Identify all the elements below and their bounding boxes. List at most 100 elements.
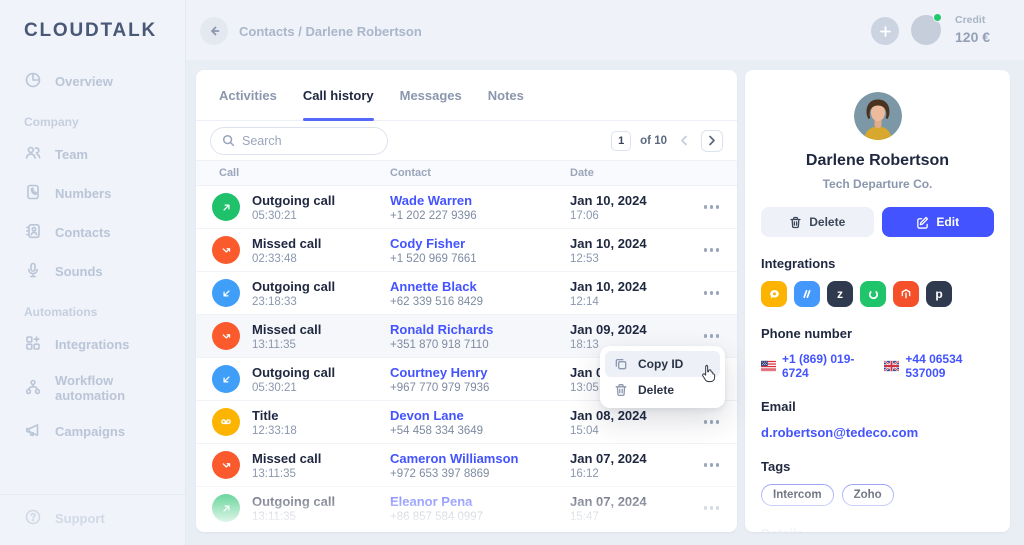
integration-icons: z p (761, 281, 994, 307)
edit-contact-button[interactable]: Edit (881, 207, 994, 237)
call-date: Jan 10, 2024 (570, 192, 647, 208)
green-circle-integration-icon[interactable] (860, 281, 886, 307)
context-menu-copy-id[interactable]: Copy ID (605, 351, 720, 377)
call-duration: 02:33:48 (252, 253, 297, 266)
call-time: 12:53 (570, 253, 599, 266)
next-page-button[interactable] (701, 129, 723, 152)
contact-company: Tech Departure Co. (822, 177, 933, 191)
call-date: Jan 09, 2024 (570, 321, 647, 337)
table-toolbar: 1 of 10 (196, 121, 737, 160)
contact-name-link[interactable]: Cody Fisher (390, 235, 466, 251)
contact-name-link[interactable]: Annette Black (390, 278, 477, 294)
contact-name-link[interactable]: Eleanor Pena (390, 493, 473, 509)
call-duration: 05:30:21 (252, 382, 297, 395)
sidebar-item-team[interactable]: Team (0, 135, 185, 174)
copy-icon (615, 358, 627, 370)
call-type: Missed call (252, 450, 322, 466)
row-actions-button[interactable] (700, 420, 737, 424)
sidebar-item-support[interactable]: Support (24, 508, 161, 529)
delete-contact-button[interactable]: Delete (761, 207, 874, 237)
tag-zoho[interactable]: Zoho (841, 484, 894, 506)
megaphone-icon (24, 421, 42, 442)
page-number-box[interactable]: 1 (611, 130, 632, 151)
integrations-title: Integrations (761, 256, 836, 271)
sidebar-item-integrations[interactable]: Integrations (0, 325, 185, 364)
row-actions-button[interactable] (700, 291, 737, 295)
sidebar-item-workflow-automation[interactable]: Workflow automation (0, 364, 185, 412)
column-header-date: Date (570, 167, 594, 179)
add-button[interactable] (871, 17, 899, 45)
front-integration-icon[interactable] (794, 281, 820, 307)
pie-chart-icon (24, 71, 42, 92)
contact-name-link[interactable]: Wade Warren (390, 192, 473, 208)
phone-number-title: Phone number (761, 326, 853, 341)
call-time: 16:12 (570, 468, 599, 481)
table-row[interactable]: Outgoing call 23:18:33 Annette Black +62 3… (196, 272, 737, 315)
tab-bar: Activities Call history Messages Notes (196, 70, 737, 121)
call-time: 13:05 (570, 382, 599, 395)
call-duration: 23:18:33 (252, 296, 297, 309)
sidebar-nav: Overview Company Team Numbers Contacts S… (0, 56, 185, 451)
tag-intercom[interactable]: Intercom (761, 484, 834, 506)
phone-number-uk[interactable]: +44 06534 537009 (884, 352, 994, 380)
search-box[interactable] (210, 126, 388, 155)
call-duration: 13:11:35 (252, 511, 296, 524)
row-actions-button[interactable] (700, 463, 737, 467)
table-row[interactable]: Missed call 13:11:35 Cameron Williamson +9… (196, 444, 737, 487)
row-actions-button[interactable] (700, 506, 737, 510)
breadcrumb[interactable]: Contacts / Darlene Robertson (239, 24, 422, 39)
call-time: 12:14 (570, 296, 599, 309)
row-actions-button[interactable] (700, 248, 737, 252)
row-context-menu: Copy ID Delete (600, 346, 725, 408)
tags-title: Tags (761, 459, 791, 474)
call-type: Missed call (252, 321, 322, 337)
contact-phone: +351 870 918 7110 (390, 339, 489, 352)
sidebar-item-contacts[interactable]: Contacts (0, 213, 185, 252)
sidebar-item-campaigns[interactable]: Campaigns (0, 412, 185, 451)
table-row[interactable]: Outgoing call 05:30:21 Wade Warren +1 202 … (196, 186, 737, 229)
contact-name-link[interactable]: Cameron Williamson (390, 450, 519, 466)
phone-numbers: +1 (869) 019-6724 +44 06534 537009 (761, 352, 994, 380)
call-time: 15:47 (570, 511, 599, 524)
sidebar-item-sounds[interactable]: Sounds (0, 252, 185, 291)
contact-name-link[interactable]: Courtney Henry (390, 364, 488, 380)
page-count-label: of 10 (640, 134, 667, 147)
chevron-right-icon (709, 135, 715, 146)
sidebar-item-overview[interactable]: Overview (0, 62, 185, 101)
contact-name-link[interactable]: Ronald Richards (390, 321, 494, 337)
search-input[interactable] (242, 133, 362, 148)
contact-name-link[interactable]: Devon Lane (390, 407, 464, 423)
tab-call-history[interactable]: Call history (302, 70, 374, 121)
magento-integration-icon[interactable] (893, 281, 919, 307)
online-status-dot (933, 13, 942, 22)
call-date: Jan 10, 2024 (570, 278, 647, 294)
tab-notes[interactable]: Notes (487, 87, 524, 103)
email-link[interactable]: d.robertson@tedeco.com (761, 425, 919, 440)
table-row[interactable]: Missed call 02:33:48 Cody Fisher +1 520 96… (196, 229, 737, 272)
user-avatar[interactable] (911, 13, 942, 45)
contact-phone: +972 653 397 8869 (390, 468, 490, 481)
table-row[interactable]: Outgoing call 13:11:35 Eleanor Pena +86 85… (196, 487, 737, 530)
previous-page-button[interactable] (676, 135, 692, 146)
microphone-icon (24, 261, 42, 282)
context-menu-delete[interactable]: Delete (605, 377, 720, 403)
pipedrive-integration-icon[interactable]: p (926, 281, 952, 307)
back-button[interactable] (200, 17, 228, 45)
sidebar-item-numbers[interactable]: Numbers (0, 174, 185, 213)
call-type: Title (252, 407, 279, 423)
row-actions-button[interactable] (700, 334, 737, 338)
zendesk-integration-icon[interactable]: z (827, 281, 853, 307)
numbers-icon (24, 183, 42, 204)
tab-messages[interactable]: Messages (399, 87, 462, 103)
row-actions-button[interactable] (700, 205, 737, 209)
phone-number-us[interactable]: +1 (869) 019-6724 (761, 352, 869, 380)
table-row[interactable]: Title 12:33:18 Devon Lane +54 458 334 3649… (196, 401, 737, 444)
contact-phone: +1 202 227 9396 (390, 210, 477, 223)
call-date: Jan 07, 2024 (570, 493, 647, 509)
contact-phone: +967 770 979 7936 (390, 382, 490, 395)
sidebar: CLOUDTALK Overview Company Team Numbers … (0, 0, 186, 545)
call-time: 18:13 (570, 339, 599, 352)
call-type: Outgoing call (252, 493, 336, 509)
livechat-integration-icon[interactable] (761, 281, 787, 307)
tab-activities[interactable]: Activities (219, 87, 277, 103)
